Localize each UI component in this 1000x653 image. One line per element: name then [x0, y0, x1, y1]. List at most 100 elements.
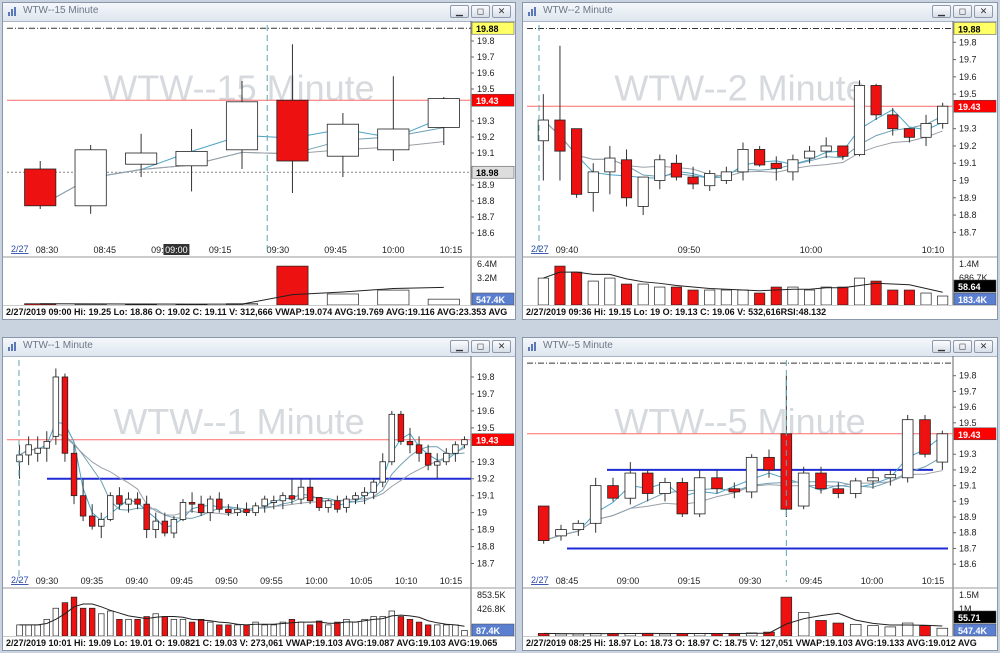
- restore-button[interactable]: ◻: [953, 340, 972, 353]
- close-button[interactable]: ✕: [974, 340, 993, 353]
- volume-bar: [452, 624, 459, 637]
- candle-body: [24, 168, 57, 207]
- time-tick-label: 09:45: [324, 245, 347, 255]
- time-tick-label: 09:15: [209, 245, 232, 255]
- candle-body: [884, 474, 897, 479]
- chart-app-icon: [528, 342, 536, 351]
- candle-body: [687, 176, 699, 185]
- watermark-label: WTW--2 Minute: [614, 68, 865, 109]
- price-chart-5min[interactable]: WTW--5 Minute 19.8 19.7 19.6 19.5 19.3 19.2 19.…: [523, 338, 998, 651]
- volume-bar: [919, 625, 931, 637]
- candle-body: [107, 495, 114, 520]
- volume-bar: [170, 618, 178, 637]
- price-badge: [471, 433, 515, 446]
- volume-average-line: [543, 612, 943, 635]
- chart-window-2min[interactable]: WTW--2 Minute ▁ ◻ ✕ WTW--2 Minute 19.8 19.…: [522, 2, 998, 320]
- candle-body: [537, 505, 550, 541]
- volume-average-line: [543, 271, 943, 293]
- candle-body: [134, 498, 141, 505]
- candle-body: [297, 486, 305, 500]
- candle-body: [79, 495, 87, 517]
- time-tick-label: 08:30: [36, 245, 59, 255]
- volume-bar: [397, 616, 405, 637]
- time-tick-label: 10:00: [305, 576, 328, 586]
- time-tick-label: 10:10: [395, 576, 418, 586]
- volume-bar: [25, 624, 32, 637]
- candle-body: [787, 159, 799, 173]
- price-chart-15min[interactable]: WTW--15 Minute 19.8 19.7 19.6 19.5 19.3 19.2 19…: [3, 3, 516, 320]
- minimize-button[interactable]: ▁: [450, 5, 469, 18]
- volume-bar: [687, 289, 699, 306]
- time-tick-label: 09:45: [170, 576, 193, 586]
- candle-body: [388, 413, 396, 463]
- restore-button[interactable]: ◻: [471, 340, 490, 353]
- price-badge: [953, 427, 997, 441]
- volume-bar: [704, 289, 716, 306]
- volume-bar: [334, 621, 341, 637]
- minimize-button[interactable]: ▁: [450, 340, 469, 353]
- candle-body: [325, 500, 332, 508]
- price-tick-label: 19.5: [477, 423, 495, 433]
- volume-bar: [116, 618, 123, 637]
- volume-badge-label: 183.4K: [958, 295, 988, 305]
- time-tick-label: 08:45: [93, 245, 116, 255]
- volume-bar: [870, 280, 882, 306]
- restore-button[interactable]: ◻: [471, 5, 490, 18]
- price-chart-2min[interactable]: WTW--2 Minute 19.8 19.7 19.6 19.5 19.3 19.2 19.…: [523, 3, 998, 320]
- price-badge: [471, 93, 515, 107]
- window-titlebar[interactable]: WTW--5 Minute ▁ ◻ ✕: [523, 338, 997, 357]
- volume-bar: [207, 621, 214, 637]
- candle-body: [832, 488, 845, 494]
- time-tick-label: 09:30: [739, 576, 762, 586]
- time-tick-label: 09:00: [617, 576, 640, 586]
- volume-bar: [837, 286, 849, 306]
- volume-bar: [867, 625, 879, 637]
- volume-bar: [770, 286, 782, 306]
- window-titlebar[interactable]: WTW--1 Minute ▁ ◻ ✕: [3, 338, 515, 357]
- chart-window-5min[interactable]: WTW--5 Minute ▁ ◻ ✕ WTW--5 Minute 19.8 19.…: [522, 337, 998, 651]
- volume-bar: [270, 624, 277, 637]
- volume-bar: [43, 618, 50, 637]
- volume-bar: [434, 624, 441, 637]
- window-titlebar[interactable]: WTW--2 Minute ▁ ◻ ✕: [523, 3, 997, 22]
- price-tick-label: 18.8: [959, 528, 977, 538]
- window-title: WTW--2 Minute: [543, 5, 613, 16]
- minimize-button[interactable]: ▁: [932, 5, 951, 18]
- date-label: 2/27: [11, 244, 29, 254]
- minimize-button[interactable]: ▁: [932, 340, 951, 353]
- close-button[interactable]: ✕: [492, 5, 511, 18]
- date-label: 2/27: [531, 244, 549, 254]
- candle-body: [867, 477, 879, 482]
- volume-bar: [243, 624, 250, 637]
- volume-tick-label: 3.2M: [477, 273, 497, 283]
- close-button[interactable]: ✕: [492, 340, 511, 353]
- volume-badge-label: 55.71: [958, 613, 981, 623]
- price-chart-1min[interactable]: WTW--1 Minute 19.8 19.7 19.6 19.5 19.3 19.2 19.…: [3, 338, 516, 651]
- candle-body: [537, 119, 549, 142]
- price-badge-label: 19.43: [958, 102, 981, 112]
- candle-body: [452, 444, 459, 454]
- volume-bar: [849, 623, 862, 637]
- time-tick-label: 09:35: [81, 576, 104, 586]
- candle-body: [377, 128, 410, 151]
- volume-bar: [621, 283, 633, 306]
- chart-window-15min[interactable]: WTW--15 Minute ▁ ◻ ✕ WTW--15 Minute 19.8 1…: [2, 2, 516, 320]
- volume-bar: [820, 286, 832, 306]
- candle-body: [43, 441, 50, 449]
- restore-button[interactable]: ◻: [953, 5, 972, 18]
- price-tick-label: 18.8: [477, 196, 495, 206]
- volume-bar: [161, 616, 168, 637]
- cursor-time-label: 09:00: [165, 245, 188, 255]
- price-tick-label: 18.9: [959, 512, 977, 522]
- price-tick-label: 18.9: [959, 193, 977, 203]
- price-badge-label: 19.43: [476, 96, 499, 106]
- candle-body: [61, 376, 69, 454]
- time-tick-label: 09:55: [260, 576, 283, 586]
- window-titlebar[interactable]: WTW--15 Minute ▁ ◻ ✕: [3, 3, 515, 22]
- candle-body: [587, 171, 599, 194]
- close-button[interactable]: ✕: [974, 5, 993, 18]
- chart-window-1min[interactable]: WTW--1 Minute ▁ ◻ ✕ WTW--1 Minute 19.8 19.…: [2, 337, 516, 651]
- candle-body: [270, 500, 277, 503]
- candle-body: [676, 482, 689, 515]
- time-tick-label: 10:00: [382, 245, 405, 255]
